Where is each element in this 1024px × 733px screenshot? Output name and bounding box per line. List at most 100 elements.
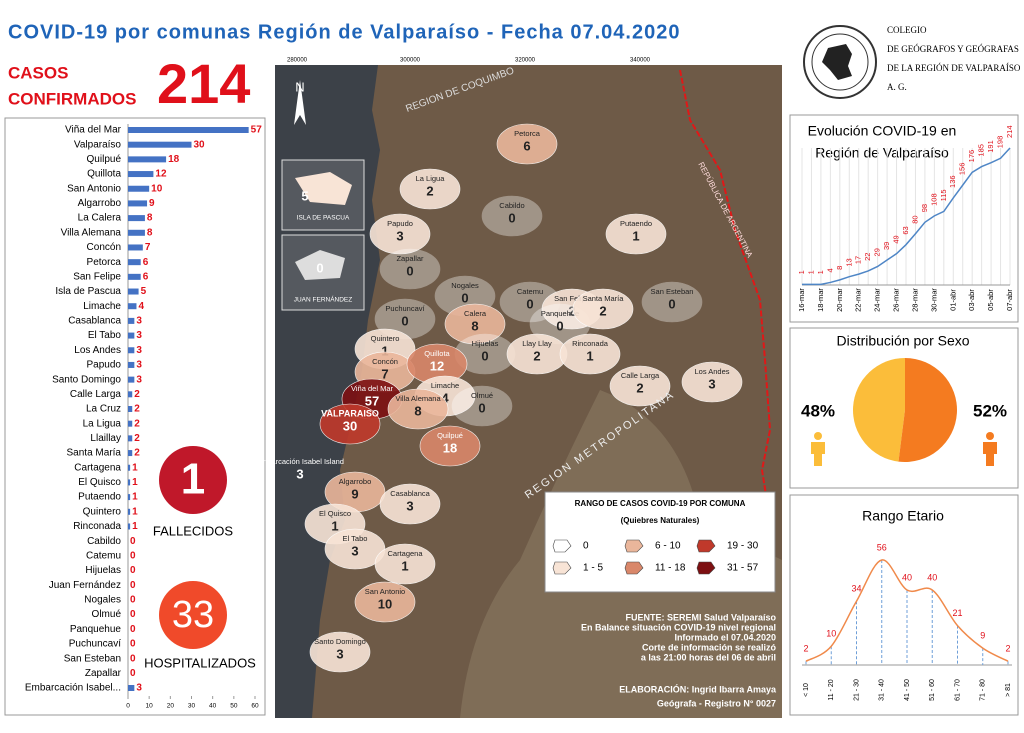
value-label: 136 bbox=[948, 175, 957, 188]
source: Corte de información se realizó bbox=[642, 642, 777, 652]
value-label: 1 bbox=[797, 270, 806, 274]
value-label: 3 bbox=[136, 374, 142, 385]
comuna-value: 2 bbox=[599, 303, 606, 318]
bar bbox=[128, 494, 131, 501]
comuna-name: Limache bbox=[431, 381, 459, 390]
bar bbox=[128, 229, 145, 236]
x-tick-label: 18-mar bbox=[816, 288, 825, 312]
x-tick-label: 30 bbox=[188, 703, 196, 710]
value-label: 34 bbox=[851, 584, 861, 594]
comuna-name: Calera bbox=[464, 309, 487, 318]
x-tick-label: 0 bbox=[126, 703, 130, 710]
category-label: Cabildo bbox=[87, 536, 121, 547]
value-label: 98 bbox=[920, 204, 929, 212]
category-label: Putaendo bbox=[78, 492, 121, 503]
comuna-value: 1 bbox=[331, 518, 338, 533]
x-tick-label: 30-mar bbox=[929, 288, 938, 312]
deaths: 1 bbox=[181, 455, 205, 504]
comuna-value: 8 bbox=[414, 403, 421, 418]
value-label: 30 bbox=[194, 139, 206, 150]
category-label: Rinconada bbox=[73, 521, 121, 532]
legend-box bbox=[544, 491, 776, 593]
value-label: 4 bbox=[138, 301, 144, 312]
hospitalized-label: HOSPITALIZADOS bbox=[144, 655, 256, 670]
bar bbox=[128, 435, 133, 442]
value-label: 1 bbox=[816, 270, 825, 274]
bar bbox=[128, 332, 135, 339]
value-label: 0 bbox=[130, 609, 136, 620]
bar bbox=[128, 508, 131, 515]
chart-title: Rango Etario bbox=[862, 508, 944, 524]
comuna-area bbox=[354, 581, 416, 623]
legend-label: 11 - 18 bbox=[655, 563, 686, 574]
value-label: 48% bbox=[801, 401, 835, 420]
value-label: 63 bbox=[901, 226, 910, 234]
bar bbox=[128, 464, 131, 471]
source: Informado el 07.04.2020 bbox=[674, 632, 776, 642]
comuna-area bbox=[681, 361, 743, 403]
category-label: Quilpué bbox=[87, 154, 122, 165]
bar bbox=[128, 347, 135, 354]
comuna-name: Calle Larga bbox=[621, 371, 660, 380]
map-coord: 340000 bbox=[630, 58, 651, 64]
bar bbox=[128, 303, 137, 310]
value-label: 185 bbox=[977, 144, 986, 157]
value-label: 0 bbox=[130, 624, 136, 635]
person-head bbox=[986, 432, 994, 440]
value-label: 39 bbox=[882, 242, 891, 250]
value-label: 10 bbox=[826, 629, 836, 639]
comuna-value: 9 bbox=[351, 486, 358, 501]
value-label: 1 bbox=[806, 270, 815, 274]
category-label: Casablanca bbox=[68, 316, 121, 327]
category-label: San Antonio bbox=[67, 183, 121, 194]
value-label: 3 bbox=[136, 345, 142, 356]
logo-map bbox=[822, 44, 852, 80]
inset-label: JUAN FERNÁNDEZ bbox=[294, 295, 353, 304]
comuna-value: 2 bbox=[636, 380, 643, 395]
value-label: 49 bbox=[892, 235, 901, 243]
value-label: 6 bbox=[143, 271, 149, 282]
comuna-name: Rinconada bbox=[572, 339, 609, 348]
author: ELABORACIÓN: Ingrid Ibarra Amaya bbox=[619, 683, 777, 694]
category-label: La Cruz bbox=[86, 404, 121, 415]
comuna-name: Santa María bbox=[583, 294, 625, 303]
panel bbox=[789, 327, 1019, 489]
value-label: 156 bbox=[958, 163, 967, 176]
value-label: 8 bbox=[147, 213, 153, 224]
comuna-value: 1 bbox=[586, 348, 593, 363]
comuna-name: Quintero bbox=[371, 334, 400, 343]
value-label: 3 bbox=[136, 330, 142, 341]
comuna-name: VALPARAISO bbox=[321, 408, 379, 418]
value-label: 17 bbox=[854, 256, 863, 264]
bar bbox=[128, 200, 148, 207]
category-label: Limache bbox=[83, 301, 121, 312]
comuna-name: Cartagena bbox=[387, 549, 423, 558]
value-label: 0 bbox=[130, 565, 136, 576]
value-label: 13 bbox=[844, 258, 853, 266]
x-tick-label: 51 - 60 bbox=[929, 679, 936, 701]
comuna-value: 3 bbox=[296, 466, 303, 481]
comuna-name: Olmué bbox=[471, 391, 493, 400]
comuna-name: Hijuelas bbox=[472, 339, 499, 348]
bar bbox=[128, 127, 249, 133]
chart-title: Región de Valparaíso bbox=[815, 145, 949, 161]
comuna-name: San Felipe bbox=[554, 294, 590, 303]
value-label: 198 bbox=[996, 136, 1005, 149]
comuna-area bbox=[319, 403, 381, 445]
comuna-value: 0 bbox=[406, 263, 413, 278]
x-tick-label: 40 bbox=[209, 703, 217, 710]
comuna-value: 1 bbox=[401, 558, 408, 573]
category-label: Cartagena bbox=[74, 462, 121, 473]
x-tick-label: 61 - 70 bbox=[954, 679, 961, 701]
comuna-value: 1 bbox=[381, 343, 388, 358]
category-label: Viña del Mar bbox=[65, 125, 122, 136]
deaths-circle bbox=[159, 446, 227, 514]
x-tick-label: 07-abr bbox=[1005, 289, 1014, 311]
comuna-name: San Antonio bbox=[365, 587, 405, 596]
comuna-area bbox=[309, 631, 371, 673]
cases-label: CONFIRMADOS bbox=[8, 89, 136, 108]
org-name: A. G. bbox=[887, 82, 907, 92]
bar bbox=[128, 361, 135, 368]
source: FUENTE: SEREMI Salud Valparaíso bbox=[625, 612, 776, 622]
